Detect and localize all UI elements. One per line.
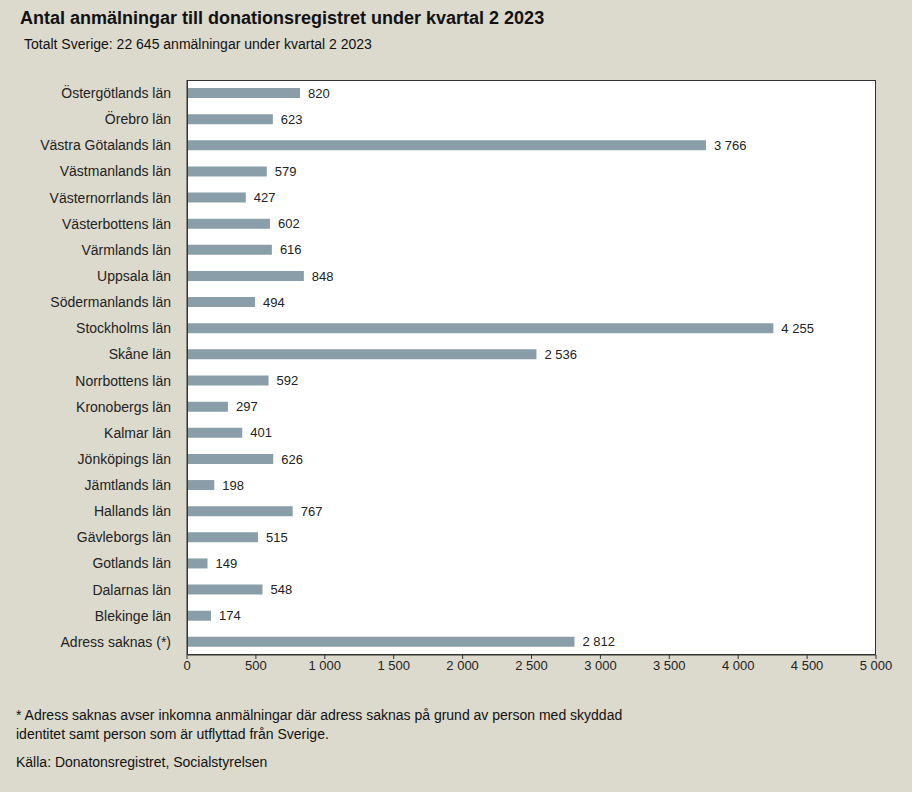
svg-text:4 000: 4 000 bbox=[722, 658, 755, 673]
svg-text:579: 579 bbox=[275, 164, 297, 179]
html-text:Källa: Donatonsregistret, Soci: Källa: Donatonsregistret, Socialstyrelse… bbox=[16, 754, 268, 770]
svg-text:149: 149 bbox=[216, 556, 238, 571]
svg-text:Västmanlands län: Västmanlands län bbox=[60, 163, 171, 179]
svg-text:592: 592 bbox=[277, 373, 299, 388]
svg-text:Skåne län: Skåne län bbox=[109, 346, 171, 362]
svg-text:Dalarnas län: Dalarnas län bbox=[92, 582, 171, 598]
svg-text:174: 174 bbox=[219, 608, 241, 623]
svg-text:Örebro län: Örebro län bbox=[105, 110, 171, 127]
svg-text:5 000: 5 000 bbox=[860, 658, 893, 673]
svg-text:Kalmar län: Kalmar län bbox=[104, 425, 171, 441]
svg-text:Värmlands län: Värmlands län bbox=[82, 242, 172, 258]
svg-text:427: 427 bbox=[254, 190, 276, 205]
svg-text:767: 767 bbox=[301, 504, 323, 519]
svg-text:Norrbottens län: Norrbottens län bbox=[75, 373, 171, 389]
svg-text:1 500: 1 500 bbox=[377, 658, 410, 673]
svg-text:616: 616 bbox=[280, 242, 302, 257]
svg-text:Västernorrlands län: Västernorrlands län bbox=[50, 190, 171, 206]
svg-text:4 500: 4 500 bbox=[791, 658, 824, 673]
svg-text:Blekinge län: Blekinge län bbox=[95, 608, 171, 624]
svg-text:2 000: 2 000 bbox=[446, 658, 479, 673]
svg-text:4 255: 4 255 bbox=[781, 321, 814, 336]
svg-text:494: 494 bbox=[263, 295, 285, 310]
svg-text:515: 515 bbox=[266, 530, 288, 545]
svg-text:Jönköpings län: Jönköpings län bbox=[78, 451, 171, 467]
svg-text:500: 500 bbox=[245, 658, 267, 673]
svg-text:Västerbottens län: Västerbottens län bbox=[62, 216, 171, 232]
svg-text:1 000: 1 000 bbox=[309, 658, 342, 673]
svg-text:Östergötlands län: Östergötlands län bbox=[61, 84, 171, 101]
svg-text:848: 848 bbox=[312, 269, 334, 284]
svg-text:2 812: 2 812 bbox=[582, 634, 615, 649]
svg-text:Uppsala län: Uppsala län bbox=[97, 268, 171, 284]
svg-text:Gotlands län: Gotlands län bbox=[92, 555, 171, 571]
svg-text:3 500: 3 500 bbox=[653, 658, 686, 673]
svg-text:0: 0 bbox=[183, 658, 190, 673]
svg-text:2 500: 2 500 bbox=[515, 658, 548, 673]
svg-text:626: 626 bbox=[281, 452, 303, 467]
html-text:Antal anmälningar till donatio: Antal anmälningar till donationsregistre… bbox=[20, 8, 545, 28]
svg-text:Västra Götalands län: Västra Götalands län bbox=[40, 137, 171, 153]
svg-text:Hallands län: Hallands län bbox=[94, 503, 171, 519]
svg-text:820: 820 bbox=[308, 86, 330, 101]
svg-text:2 536: 2 536 bbox=[544, 347, 577, 362]
svg-text:Stockholms län: Stockholms län bbox=[76, 320, 171, 336]
svg-text:3 766: 3 766 bbox=[714, 138, 747, 153]
svg-text:Gävleborgs län: Gävleborgs län bbox=[77, 529, 171, 545]
svg-text:Jämtlands län: Jämtlands län bbox=[85, 477, 171, 493]
svg-text:Adress saknas (*): Adress saknas (*) bbox=[61, 634, 171, 650]
svg-text:3 000: 3 000 bbox=[584, 658, 617, 673]
html-text:Totalt Sverige: 22 645 anmälni: Totalt Sverige: 22 645 anmälningar under… bbox=[24, 36, 372, 52]
svg-text:Kronobergs län: Kronobergs län bbox=[76, 399, 171, 415]
svg-text:198: 198 bbox=[222, 478, 244, 493]
svg-text:548: 548 bbox=[271, 582, 293, 597]
svg-text:401: 401 bbox=[250, 425, 272, 440]
svg-text:Södermanlands län: Södermanlands län bbox=[50, 294, 171, 310]
svg-text:602: 602 bbox=[278, 216, 300, 231]
svg-text:297: 297 bbox=[236, 399, 258, 414]
svg-text:623: 623 bbox=[281, 112, 303, 127]
html-text:* Adress saknas avser inkomna: * Adress saknas avser inkomna anmälninga… bbox=[16, 707, 623, 742]
